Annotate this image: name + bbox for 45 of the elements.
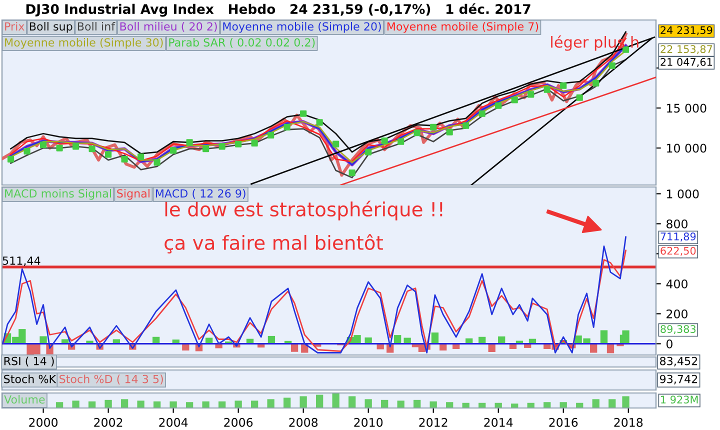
x-tick-label: 2012 xyxy=(419,418,448,427)
text: Boll milieu ( 20 2) xyxy=(120,22,217,32)
text: 21 047,61 xyxy=(660,58,712,67)
text: Signal xyxy=(117,189,150,200)
text: Moyenne mobile (Simple 20) xyxy=(223,22,381,33)
y-tick-label: 15 000 xyxy=(667,104,706,113)
text: 83,452 xyxy=(660,356,698,366)
x-tick-label: 2014 xyxy=(484,418,513,427)
text: Prix xyxy=(5,22,24,30)
y-tick-label: 200 xyxy=(666,309,688,318)
y-tick-label: 400 xyxy=(666,279,688,288)
text: Boll sup xyxy=(30,22,72,33)
text: RSI ( 14 ) xyxy=(4,356,54,367)
text: Stoch %D ( 14 3 5) xyxy=(60,374,163,385)
series-label: Volume xyxy=(4,395,45,404)
y-tick-label: 800 xyxy=(666,219,688,228)
y-tick-label: 1 000 xyxy=(667,189,699,198)
text: 24 231,59 xyxy=(660,26,712,36)
text: Boll inf xyxy=(78,22,116,31)
x-tick-label: 2004 xyxy=(159,418,188,427)
text: 93,742 xyxy=(660,374,698,384)
chart-title: DJ30 Industrial Avg Index Hebdo 24 231,59 (-0,17%) 1 déc. 2017 xyxy=(26,3,530,17)
x-tick-label: 2002 xyxy=(94,418,122,427)
y-tick-label: 10 000 xyxy=(667,144,706,153)
text: 22 153,87 xyxy=(660,45,712,54)
annotation: ça va faire mal bientôt xyxy=(164,234,383,254)
text: MACD moins Signal xyxy=(5,189,111,200)
annotation: le dow est stratosphérique !! xyxy=(165,200,442,220)
x-tick-label: 2000 xyxy=(29,418,58,427)
x-tick-label: 2016 xyxy=(549,418,578,427)
text: Moyenne mobile (Simple 30) xyxy=(5,38,163,49)
ref-line-label: 511,44 xyxy=(2,256,40,266)
x-tick-label: 2018 xyxy=(614,418,643,427)
text: 622,50 xyxy=(660,246,696,256)
text: 89,383 xyxy=(660,325,696,334)
text: Stoch %K xyxy=(4,374,56,384)
text: 711,89 xyxy=(660,232,696,242)
text: Parab SAR ( 0.02 0.02 0.2) xyxy=(169,38,315,48)
x-tick-label: 2010 xyxy=(354,418,383,427)
text: 1 923M xyxy=(661,396,698,404)
text: MACD ( 12 26 9) xyxy=(156,189,246,199)
y-tick-label: 0 xyxy=(666,339,672,348)
x-tick-label: 2008 xyxy=(289,418,318,427)
text: Moyenne mobile (Simple 7) xyxy=(387,22,538,33)
x-tick-label: 2006 xyxy=(224,418,253,427)
